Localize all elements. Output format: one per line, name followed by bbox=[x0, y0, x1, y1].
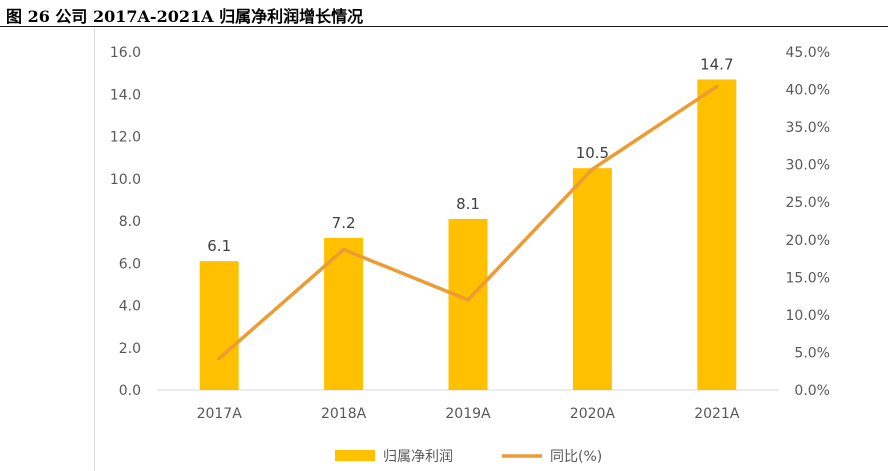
line-point bbox=[217, 356, 221, 361]
y-right-tick-label: 5.0% bbox=[794, 345, 830, 361]
line-point bbox=[466, 298, 470, 302]
legend: 归属净利润 同比(%) bbox=[335, 448, 602, 465]
bar-data-label: 8.1 bbox=[456, 195, 480, 213]
title-underline bbox=[0, 26, 888, 27]
bar bbox=[572, 168, 612, 390]
y-left-tick-label: 2.0 bbox=[119, 341, 141, 357]
legend-bar-label: 归属净利润 bbox=[383, 448, 453, 465]
legend-bar-swatch bbox=[335, 450, 375, 461]
data-labels: 6.1 7.2 8.1 10.5 14.7 bbox=[207, 55, 733, 255]
bar-data-label: 6.1 bbox=[207, 237, 231, 255]
line-series bbox=[217, 84, 719, 361]
bar-data-label: 7.2 bbox=[332, 214, 356, 232]
y-right-tick-label: 30.0% bbox=[786, 158, 830, 174]
x-tick-label: 2019A bbox=[445, 406, 491, 422]
y-right-tick-label: 0.0% bbox=[794, 383, 830, 399]
x-tick-label: 2021A bbox=[694, 406, 740, 422]
y-left-tick-label: 16.0 bbox=[110, 45, 141, 61]
chart-svg: 0.0 2.0 4.0 6.0 8.0 10.0 12.0 14.0 16.0 0.0% 5.0% 1… bbox=[110, 45, 830, 465]
bar bbox=[448, 218, 488, 390]
y-left-tick-label: 6.0 bbox=[119, 256, 141, 272]
x-tick-label: 2020A bbox=[570, 406, 616, 422]
y-right-tick-label: 45.0% bbox=[786, 45, 830, 61]
y-left-tick-label: 14.0 bbox=[110, 87, 141, 103]
y-left-tick-label: 8.0 bbox=[119, 214, 141, 230]
y-right-tick-label: 25.0% bbox=[786, 195, 830, 211]
bar bbox=[324, 237, 364, 390]
bar bbox=[199, 261, 239, 390]
bar-data-label: 10.5 bbox=[576, 144, 609, 162]
y-left-tick-label: 10.0 bbox=[110, 172, 141, 188]
y-right-tick-label: 40.0% bbox=[786, 83, 830, 99]
y-right-tick-label: 35.0% bbox=[786, 120, 830, 136]
x-tick-label: 2018A bbox=[321, 406, 367, 422]
figure-title: 图 26 公司 2017A-2021A 归属净利润增长情况 bbox=[6, 7, 364, 26]
bar bbox=[697, 79, 737, 391]
axes: 0.0 2.0 4.0 6.0 8.0 10.0 12.0 14.0 16.0 0.0% 5.0% 1… bbox=[110, 45, 830, 422]
chart-area: 0.0 2.0 4.0 6.0 8.0 10.0 12.0 14.0 16.0 0.0% 5.0% 1… bbox=[94, 28, 888, 471]
bar-data-label: 14.7 bbox=[700, 55, 733, 73]
x-tick-label: 2017A bbox=[197, 406, 243, 422]
y-left-tick-label: 0.0 bbox=[119, 383, 141, 399]
y-right-tick-label: 10.0% bbox=[786, 308, 830, 324]
legend-line-label: 同比(%) bbox=[550, 449, 602, 465]
y-left-tick-label: 12.0 bbox=[110, 130, 141, 146]
y-right-tick-label: 20.0% bbox=[786, 233, 830, 249]
line-point bbox=[590, 167, 595, 171]
y-right-tick-label: 15.0% bbox=[786, 270, 830, 286]
y-left-tick-label: 4.0 bbox=[119, 299, 141, 315]
bar-series bbox=[199, 79, 737, 391]
line-point bbox=[715, 84, 719, 89]
line-point bbox=[341, 247, 346, 252]
